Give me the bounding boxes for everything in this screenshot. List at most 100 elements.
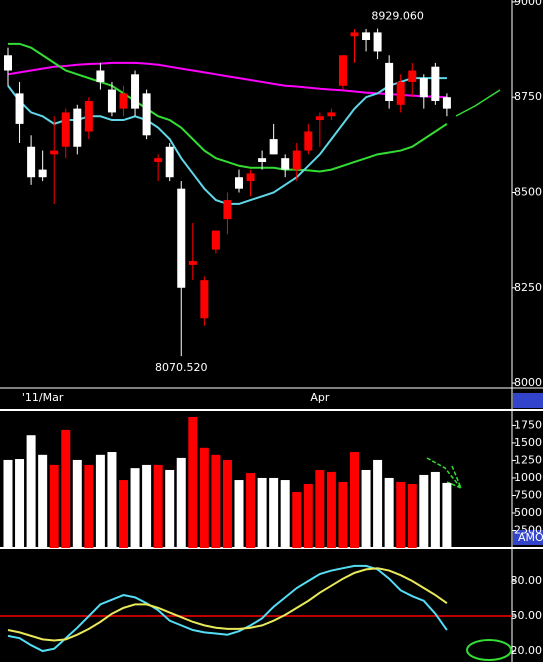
volume-bar xyxy=(407,483,417,548)
volume-bar xyxy=(430,471,440,548)
candle-body xyxy=(84,101,93,132)
candle-body xyxy=(281,158,290,170)
volume-bar xyxy=(396,481,406,548)
high-annotation: 8929.060 xyxy=(371,10,424,23)
volume-bar xyxy=(84,464,94,548)
candle-body xyxy=(165,146,174,178)
volume-bar xyxy=(257,477,267,548)
volume-bar xyxy=(61,429,71,548)
candle-body xyxy=(61,112,70,147)
candle-body xyxy=(38,169,47,178)
y-tick-label: 1000 xyxy=(514,471,542,484)
candle-body xyxy=(419,78,428,98)
volume-bar xyxy=(119,480,128,548)
volume-bar xyxy=(222,459,232,548)
y-tick-label: 8250 xyxy=(514,281,542,294)
candle-body xyxy=(200,280,209,319)
trend-extension xyxy=(455,89,501,117)
candle-body xyxy=(73,108,82,147)
candle-body xyxy=(119,93,128,109)
volume-bar xyxy=(15,459,25,548)
volume-bar xyxy=(130,468,140,548)
label-box xyxy=(513,530,543,545)
volume-bar xyxy=(38,454,48,548)
candle-body xyxy=(258,158,267,162)
x-tick-label: Apr xyxy=(310,391,330,404)
y-tick-label: 8500 xyxy=(514,185,542,198)
volume-bar xyxy=(153,464,163,548)
scale-box xyxy=(513,393,543,408)
x-tick-label: '11/Mar xyxy=(22,391,64,404)
candle-body xyxy=(292,150,301,170)
candle-body xyxy=(50,150,59,155)
y-tick-label: 7500 xyxy=(514,488,542,501)
candle-body xyxy=(188,261,197,265)
y-tick-label: 5000 xyxy=(514,506,542,519)
volume-bar xyxy=(95,454,105,548)
volume-bar xyxy=(419,474,429,548)
volume-bar xyxy=(72,459,82,548)
y-tick-label: 80.00 xyxy=(511,574,543,587)
y-tick-label: 2500 xyxy=(514,523,542,536)
candle-body xyxy=(408,70,417,82)
low-annotation: 8070.520 xyxy=(155,361,208,374)
candle-body xyxy=(431,66,440,102)
line-series xyxy=(7,567,448,642)
candle-body xyxy=(338,55,347,86)
volume-bar xyxy=(188,417,198,548)
volume-bar xyxy=(176,457,186,548)
candle-body xyxy=(385,62,394,102)
candle-body xyxy=(177,188,186,288)
candle-body xyxy=(350,32,359,37)
volume-bar xyxy=(142,464,152,548)
candle-body xyxy=(27,146,36,178)
y-tick-label: 8750 xyxy=(514,90,542,103)
volume-bar xyxy=(361,469,371,548)
volume-bar xyxy=(326,471,336,548)
candle-body xyxy=(96,70,105,82)
volume-bar xyxy=(211,454,221,548)
candle-body xyxy=(315,116,324,121)
volume-bar xyxy=(49,464,59,548)
volume-bar xyxy=(338,481,348,548)
candle-body xyxy=(223,200,232,220)
volume-bar xyxy=(107,452,117,548)
volume-bar xyxy=(246,473,256,548)
candle-body xyxy=(15,93,24,124)
candle-body xyxy=(142,93,151,136)
volume-bar xyxy=(234,480,244,548)
volume-bar xyxy=(315,469,325,548)
volume-bar xyxy=(199,447,209,548)
y-tick-label: 1250 xyxy=(514,453,542,466)
volume-bar xyxy=(280,480,290,548)
candle-body xyxy=(373,32,382,52)
y-tick-label: 50.00 xyxy=(511,609,543,622)
line-series xyxy=(7,61,447,99)
candle-body xyxy=(211,230,220,250)
volume-bar xyxy=(292,491,302,548)
candle-body xyxy=(107,89,116,113)
y-tick-label: 1500 xyxy=(514,436,542,449)
line-series xyxy=(8,42,448,173)
volume-bar xyxy=(373,459,383,548)
volume-bar xyxy=(165,469,175,548)
candle-body xyxy=(362,32,371,41)
candle-body xyxy=(4,55,12,71)
candle-body xyxy=(396,81,405,105)
volume-bar xyxy=(269,477,279,548)
volume-bar xyxy=(303,483,313,548)
volume-bar xyxy=(350,452,359,548)
volume-bar xyxy=(442,482,452,548)
candle-body xyxy=(154,158,163,162)
candle-body xyxy=(269,139,278,155)
volume-bar xyxy=(384,477,394,548)
y-tick-label: 8000 xyxy=(514,376,542,389)
volume-label: AMO xyxy=(518,531,543,544)
y-tick-label: 9000 xyxy=(514,0,542,8)
candle-body xyxy=(442,97,451,109)
candle-body xyxy=(246,173,255,182)
volume-bar xyxy=(26,435,36,548)
arrow-annotation xyxy=(426,457,463,490)
